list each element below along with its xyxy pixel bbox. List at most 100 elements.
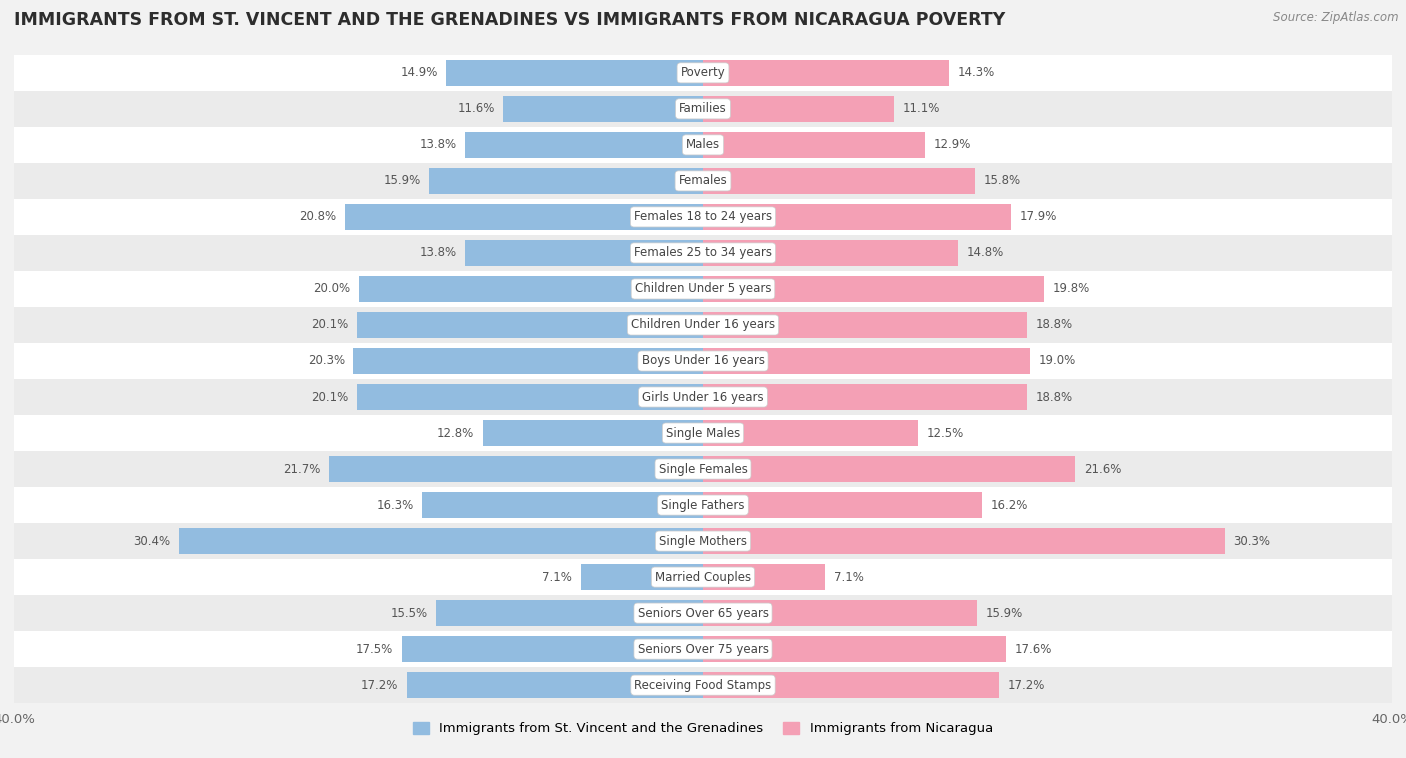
Text: 17.2%: 17.2% <box>1008 678 1045 691</box>
Bar <box>14 379 1392 415</box>
Text: Single Fathers: Single Fathers <box>661 499 745 512</box>
Bar <box>14 199 1392 235</box>
Text: 14.9%: 14.9% <box>401 67 437 80</box>
Text: 12.9%: 12.9% <box>934 139 972 152</box>
Bar <box>357 312 703 338</box>
Text: 19.0%: 19.0% <box>1039 355 1076 368</box>
Bar <box>703 60 949 86</box>
Text: Families: Families <box>679 102 727 115</box>
Bar <box>703 456 1076 482</box>
Bar <box>344 204 703 230</box>
Text: 15.9%: 15.9% <box>384 174 420 187</box>
Bar <box>14 163 1392 199</box>
Legend: Immigrants from St. Vincent and the Grenadines, Immigrants from Nicaragua: Immigrants from St. Vincent and the Gren… <box>408 717 998 741</box>
Text: 12.8%: 12.8% <box>437 427 474 440</box>
Bar <box>14 523 1392 559</box>
Bar <box>703 96 894 122</box>
Bar <box>359 276 703 302</box>
Bar <box>703 240 957 266</box>
Bar <box>703 492 981 518</box>
Bar <box>703 276 1045 302</box>
Text: 15.5%: 15.5% <box>391 606 427 619</box>
Bar <box>503 96 703 122</box>
Text: 19.8%: 19.8% <box>1053 283 1090 296</box>
Text: Females 25 to 34 years: Females 25 to 34 years <box>634 246 772 259</box>
Bar <box>406 672 703 698</box>
Bar <box>703 312 1026 338</box>
Text: 17.9%: 17.9% <box>1019 211 1057 224</box>
Bar <box>14 595 1392 631</box>
Text: 14.8%: 14.8% <box>966 246 1004 259</box>
Text: 17.6%: 17.6% <box>1015 643 1052 656</box>
Text: Single Females: Single Females <box>658 462 748 475</box>
Bar <box>703 168 976 194</box>
Bar <box>14 91 1392 127</box>
Text: Boys Under 16 years: Boys Under 16 years <box>641 355 765 368</box>
Bar <box>703 132 925 158</box>
Bar <box>482 420 703 446</box>
Bar <box>703 384 1026 410</box>
Text: 17.5%: 17.5% <box>356 643 392 656</box>
Bar <box>357 384 703 410</box>
Bar <box>446 60 703 86</box>
Bar <box>14 415 1392 451</box>
Text: Seniors Over 65 years: Seniors Over 65 years <box>637 606 769 619</box>
Bar <box>14 631 1392 667</box>
Text: 20.1%: 20.1% <box>311 318 349 331</box>
Bar <box>703 420 918 446</box>
Text: 18.8%: 18.8% <box>1035 390 1073 403</box>
Bar <box>180 528 703 554</box>
Bar <box>14 487 1392 523</box>
Bar <box>703 528 1225 554</box>
Text: 30.3%: 30.3% <box>1233 534 1271 547</box>
Bar <box>14 667 1392 703</box>
Text: Receiving Food Stamps: Receiving Food Stamps <box>634 678 772 691</box>
Bar <box>703 348 1031 374</box>
Bar <box>14 451 1392 487</box>
Text: 11.6%: 11.6% <box>457 102 495 115</box>
Bar <box>14 235 1392 271</box>
Text: Children Under 5 years: Children Under 5 years <box>634 283 772 296</box>
Text: 11.1%: 11.1% <box>903 102 941 115</box>
Text: 20.8%: 20.8% <box>299 211 336 224</box>
Text: 15.9%: 15.9% <box>986 606 1022 619</box>
Bar <box>422 492 703 518</box>
Text: 14.3%: 14.3% <box>957 67 995 80</box>
Text: 16.2%: 16.2% <box>991 499 1028 512</box>
Text: 20.3%: 20.3% <box>308 355 344 368</box>
Bar <box>402 636 703 662</box>
Bar <box>329 456 703 482</box>
Text: 20.0%: 20.0% <box>312 283 350 296</box>
Text: Seniors Over 75 years: Seniors Over 75 years <box>637 643 769 656</box>
Bar <box>581 564 703 590</box>
Bar <box>353 348 703 374</box>
Bar <box>14 307 1392 343</box>
Bar <box>703 600 977 626</box>
Text: 21.6%: 21.6% <box>1084 462 1121 475</box>
Bar <box>14 271 1392 307</box>
Text: Males: Males <box>686 139 720 152</box>
Text: 20.1%: 20.1% <box>311 390 349 403</box>
Text: Girls Under 16 years: Girls Under 16 years <box>643 390 763 403</box>
Bar <box>703 636 1007 662</box>
Bar <box>465 240 703 266</box>
Bar <box>14 559 1392 595</box>
Bar <box>429 168 703 194</box>
Text: Females: Females <box>679 174 727 187</box>
Bar <box>703 204 1011 230</box>
Text: 12.5%: 12.5% <box>927 427 965 440</box>
Bar <box>703 564 825 590</box>
Text: Children Under 16 years: Children Under 16 years <box>631 318 775 331</box>
Text: 16.3%: 16.3% <box>377 499 413 512</box>
Bar <box>14 127 1392 163</box>
Text: Poverty: Poverty <box>681 67 725 80</box>
Text: 13.8%: 13.8% <box>419 246 457 259</box>
Text: 13.8%: 13.8% <box>419 139 457 152</box>
Text: Single Mothers: Single Mothers <box>659 534 747 547</box>
Text: 17.2%: 17.2% <box>361 678 398 691</box>
Text: IMMIGRANTS FROM ST. VINCENT AND THE GRENADINES VS IMMIGRANTS FROM NICARAGUA POVE: IMMIGRANTS FROM ST. VINCENT AND THE GREN… <box>14 11 1005 30</box>
Text: 30.4%: 30.4% <box>134 534 170 547</box>
Bar <box>436 600 703 626</box>
Text: 7.1%: 7.1% <box>543 571 572 584</box>
Text: 18.8%: 18.8% <box>1035 318 1073 331</box>
